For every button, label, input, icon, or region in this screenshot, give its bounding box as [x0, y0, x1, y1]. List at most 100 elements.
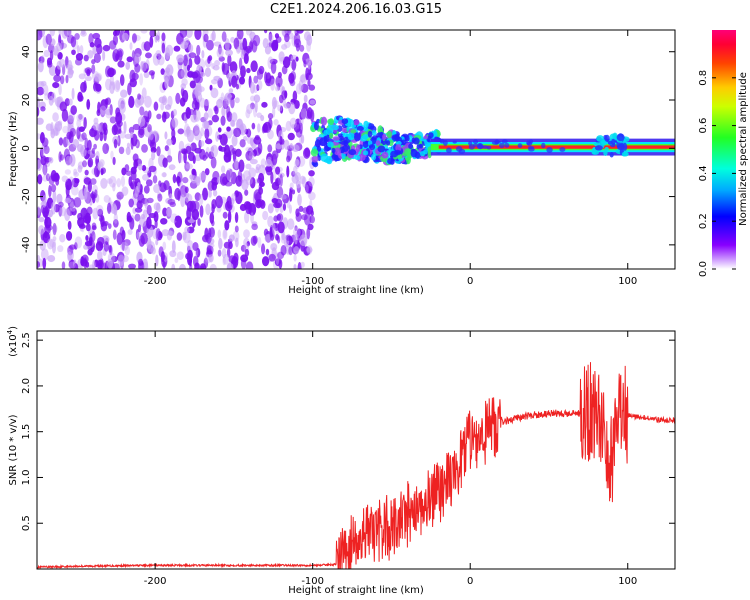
spec-noise-blob: [194, 192, 201, 201]
spec-noise-blob: [112, 229, 117, 240]
spec-noise-blob: [73, 197, 82, 208]
spec-transition-blob: [400, 139, 407, 145]
spec-noise-blob: [172, 109, 178, 116]
spec-noise-blob: [204, 67, 212, 78]
spec-noise-blob: [217, 127, 222, 133]
spec-noise-blob: [199, 205, 204, 218]
spec-noise-blob: [293, 122, 301, 133]
spec-noise-blob: [221, 31, 227, 42]
spec-noise-blob: [209, 212, 215, 224]
spec-noise-blob: [211, 30, 216, 42]
spec-noise-blob: [174, 187, 181, 200]
spec-noise-blob: [293, 100, 300, 109]
spec-noise-blob: [275, 166, 281, 175]
spec-noise-blob: [146, 204, 152, 216]
spec-transition-blob: [320, 116, 328, 126]
spec-transition-blob: [404, 135, 410, 142]
spec-noise-blob: [43, 145, 50, 155]
spec-noise-blob: [104, 106, 113, 119]
spec-noise-blob: [288, 246, 293, 256]
spec-noise-blob: [174, 257, 179, 263]
spec-noise-blob: [42, 84, 49, 96]
spectrogram-y-axis-label: Frequency (Hz): [8, 111, 19, 187]
spec-noise-blob: [226, 111, 233, 122]
spec-noise-blob: [295, 43, 300, 52]
spec-transition-blob: [334, 147, 341, 156]
spec-noise-blob: [106, 202, 112, 215]
spec-noise-blob: [189, 263, 193, 269]
spec-noise-blob: [298, 205, 304, 212]
spec-noise-blob: [306, 34, 313, 46]
spec-noise-blob: [244, 211, 250, 224]
spec-noise-blob: [253, 75, 259, 84]
spec-noise-blob: [231, 75, 238, 88]
spec-noise-blob: [216, 98, 223, 109]
spec-noise-blob: [130, 131, 134, 139]
spec-noise-blob: [193, 70, 201, 84]
spec-noise-blob: [211, 198, 217, 210]
spec-noise-blob: [98, 216, 104, 222]
spec-noise-blob: [65, 178, 72, 191]
spec-noise-blob: [308, 170, 315, 177]
spec-noise-blob: [308, 176, 315, 187]
spec-noise-blob: [175, 215, 179, 222]
spec-y-tick-label: -40: [21, 237, 32, 253]
spec-transition-blob: [428, 132, 434, 139]
spec-noise-blob: [88, 33, 94, 45]
spec-noise-blob: [58, 204, 63, 217]
spec-noise-blob: [203, 33, 209, 43]
spec-noise-blob: [203, 112, 209, 121]
spec-noise-blob: [214, 60, 220, 67]
spec-noise-blob: [160, 217, 168, 225]
spec-transition-blob: [412, 137, 420, 145]
spec-noise-blob: [302, 207, 310, 214]
spec-noise-blob: [128, 176, 133, 187]
spec-burst-blob: [617, 143, 625, 151]
spec-transition-blob: [377, 145, 386, 153]
spec-carrier-core: [438, 145, 675, 149]
spec-noise-blob: [67, 251, 72, 262]
spec-noise-blob: [192, 200, 200, 211]
spec-noise-blob: [304, 58, 313, 66]
spec-noise-blob: [92, 122, 100, 131]
spec-noise-blob: [243, 52, 249, 65]
spec-noise-blob: [85, 235, 89, 241]
spec-noise-blob: [209, 263, 217, 269]
spec-noise-blob: [226, 72, 232, 81]
spec-noise-blob: [52, 81, 60, 89]
spec-noise-blob: [166, 155, 173, 163]
spec-noise-blob: [107, 223, 112, 229]
spec-noise-blob: [127, 229, 133, 236]
spec-noise-blob: [93, 129, 100, 141]
spec-noise-blob: [103, 194, 111, 203]
spec-noise-blob: [189, 80, 196, 89]
spec-noise-blob: [249, 102, 256, 110]
spec-transition-blob: [387, 158, 393, 165]
spec-noise-blob: [52, 190, 57, 204]
spec-noise-blob: [42, 194, 47, 208]
spec-noise-blob: [80, 30, 86, 35]
spec-noise-blob: [234, 212, 239, 223]
spec-noise-blob: [274, 39, 279, 51]
spec-noise-blob: [271, 96, 277, 110]
spec-noise-blob: [250, 212, 254, 224]
spec-noise-blob: [178, 140, 185, 152]
spec-noise-blob: [102, 122, 108, 132]
spec-noise-blob: [143, 71, 150, 79]
spec-noise-blob: [145, 52, 152, 59]
spec-noise-blob: [53, 74, 61, 83]
spec-noise-blob: [238, 159, 245, 172]
spec-noise-blob: [156, 53, 162, 60]
spec-noise-blob: [147, 241, 156, 253]
spec-noise-blob: [87, 180, 92, 193]
spec-noise-blob: [52, 48, 60, 56]
spec-noise-blob: [289, 117, 297, 129]
spec-noise-blob: [240, 49, 245, 60]
spec-noise-blob: [181, 148, 188, 155]
spec-tone-blob: [486, 145, 492, 150]
spec-noise-blob: [199, 148, 206, 160]
spec-noise-blob: [240, 257, 247, 269]
spec-transition-blob: [312, 161, 319, 168]
spec-noise-blob: [115, 80, 121, 91]
spec-transition-blob: [395, 144, 402, 152]
